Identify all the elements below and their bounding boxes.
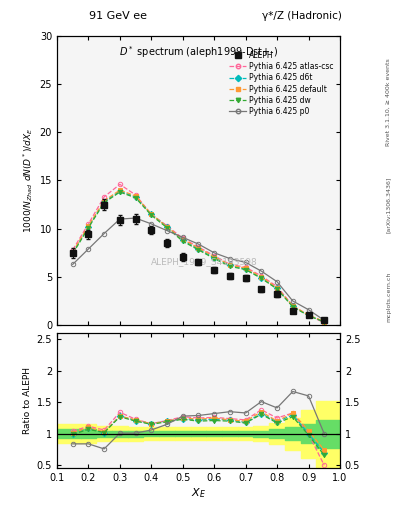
- Text: [arXiv:1306.3436]: [arXiv:1306.3436]: [386, 177, 391, 233]
- Y-axis label: $1000/N_{Zhad}\ dN(D^*)/dX_E$: $1000/N_{Zhad}\ dN(D^*)/dX_E$: [22, 127, 35, 233]
- Legend: ALEPH, Pythia 6.425 atlas-csc, Pythia 6.425 d6t, Pythia 6.425 default, Pythia 6.: ALEPH, Pythia 6.425 atlas-csc, Pythia 6.…: [227, 48, 336, 118]
- Text: Rivet 3.1.10, ≥ 400k events: Rivet 3.1.10, ≥ 400k events: [386, 58, 391, 146]
- Text: 91 GeV ee: 91 GeV ee: [89, 11, 147, 22]
- Text: γ*/Z (Hadronic): γ*/Z (Hadronic): [262, 11, 342, 22]
- Text: mcplots.cern.ch: mcplots.cern.ch: [386, 272, 391, 322]
- Text: ALEPH_1999_S4193598: ALEPH_1999_S4193598: [151, 257, 257, 266]
- Text: $D^*$ spectrum (aleph1999-Dst+-): $D^*$ spectrum (aleph1999-Dst+-): [119, 45, 278, 60]
- Y-axis label: Ratio to ALEPH: Ratio to ALEPH: [24, 367, 33, 434]
- X-axis label: $X_E$: $X_E$: [191, 486, 206, 500]
